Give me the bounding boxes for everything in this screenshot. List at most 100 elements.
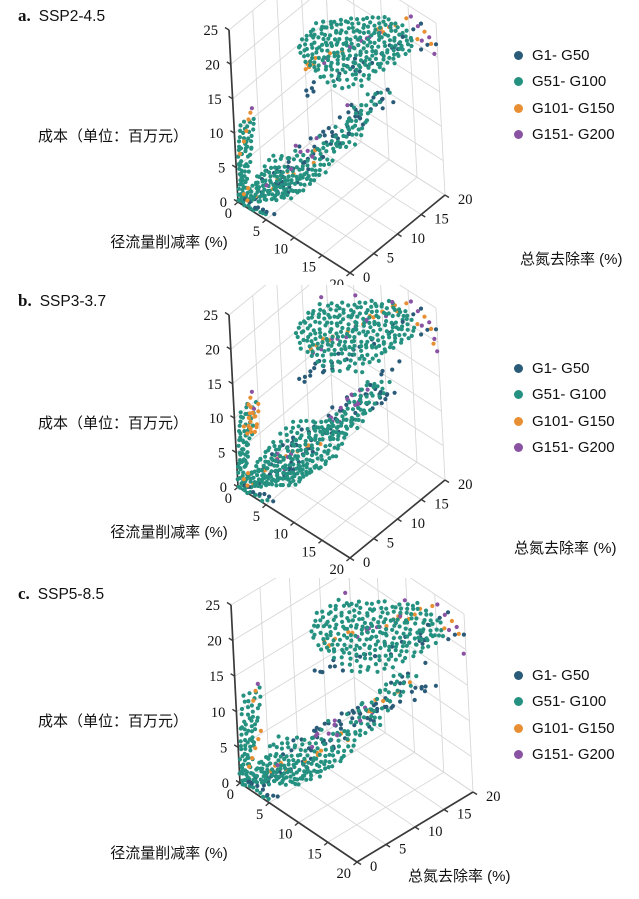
panel-title: b. SSP3-3.7	[18, 291, 106, 311]
legend: G1- G50 G51- G100 G101- G150 G151- G200	[514, 662, 615, 768]
svg-text:10: 10	[274, 242, 289, 258]
svg-text:5: 5	[399, 842, 406, 858]
svg-text:25: 25	[204, 23, 219, 39]
svg-text:0: 0	[220, 195, 227, 211]
svg-text:10: 10	[428, 824, 443, 840]
legend-item: G51- G100	[514, 382, 615, 409]
svg-text:5: 5	[387, 251, 394, 267]
legend-item: G151- G200	[514, 435, 615, 462]
svg-text:5: 5	[253, 509, 260, 525]
svg-text:10: 10	[209, 126, 224, 142]
svg-text:5: 5	[256, 807, 263, 823]
svg-text:10: 10	[274, 527, 289, 543]
panel-title: c. SSP5-8.5	[18, 584, 104, 604]
scatter-points	[237, 590, 466, 801]
svg-text:20: 20	[458, 192, 473, 208]
svg-text:15: 15	[209, 669, 224, 685]
svg-text:5: 5	[218, 161, 225, 177]
svg-text:0: 0	[227, 787, 234, 803]
legend-marker-g51-g100	[514, 390, 523, 400]
svg-text:15: 15	[434, 212, 449, 228]
legend-marker-g101-g150	[514, 103, 523, 113]
legend-item: G1- G50	[514, 42, 615, 69]
svg-text:10: 10	[209, 411, 224, 427]
svg-text:15: 15	[207, 92, 222, 108]
x-axis-label: 径流量削减率 (%)	[110, 234, 228, 251]
legend-marker-g51-g100	[514, 77, 523, 87]
legend-label: G51- G100	[532, 693, 607, 711]
x-axis-label: 径流量削减率 (%)	[110, 845, 228, 862]
x-axis-label: 径流量削减率 (%)	[110, 524, 228, 541]
legend: G1- G50 G51- G100 G101- G150 G151- G200	[514, 42, 615, 148]
legend-label: G151- G200	[532, 439, 615, 457]
legend-label: G51- G100	[532, 386, 607, 404]
legend-label: G101- G150	[532, 719, 615, 737]
legend-item: G1- G50	[514, 355, 615, 382]
legend-label: G1- G50	[532, 666, 590, 684]
z-axis-label: 成本（单位：百万元）	[37, 415, 188, 432]
tick-labels: 0 5 10 15 20 25 0 5 10 15 20 0 5 10 15 20	[204, 23, 473, 285]
svg-text:0: 0	[370, 859, 377, 875]
svg-text:20: 20	[207, 634, 222, 650]
legend-label: G1- G50	[532, 46, 590, 64]
legend-label: G151- G200	[532, 126, 615, 144]
panel-ssp2-45: a. SSP2-4.5 成本（单位：百万元） 径流量削减率 (%) 总氮去除率 (…	[0, 0, 639, 285]
legend-item: G1- G50	[514, 662, 615, 689]
z-axis-label: 成本（单位：百万元）	[37, 128, 188, 145]
legend-label: G101- G150	[532, 99, 615, 117]
panel-letter: a.	[18, 6, 31, 25]
z-axis-label: 成本（单位：百万元）	[37, 713, 188, 730]
tick-labels: 0 5 10 15 20 25 0 5 10 15 20 0 5 10 15 20	[204, 308, 473, 578]
svg-text:5: 5	[220, 740, 227, 756]
legend-item: G151- G200	[514, 122, 615, 149]
scatter3d-plot-b: 0 5 10 15 20 25 0 5 10 15 20 0 5 10 15 20	[204, 285, 473, 578]
legend-item: G101- G150	[514, 95, 615, 122]
svg-text:15: 15	[457, 807, 472, 823]
legend-label: G151- G200	[532, 746, 615, 764]
svg-text:20: 20	[337, 866, 352, 882]
legend-marker-g1-g50	[514, 50, 523, 60]
tick-labels: 0 5 10 15 20 25 0 5 10 15 20 0 5 10 15 20	[206, 598, 501, 882]
svg-text:25: 25	[204, 308, 219, 324]
y-axis-label: 总氮去除率 (%)	[514, 540, 617, 557]
legend: G1- G50 G51- G100 G101- G150 G151- G200	[514, 355, 615, 461]
scatter-points	[235, 293, 440, 504]
legend-item: G101- G150	[514, 408, 615, 435]
svg-text:0: 0	[363, 555, 370, 571]
legend-item: G51- G100	[514, 689, 615, 716]
svg-text:15: 15	[307, 846, 322, 862]
scatter3d-plot-c: 0 5 10 15 20 25 0 5 10 15 20 0 5 10 15 20	[206, 578, 501, 882]
panel-scenario: SSP2-4.5	[38, 8, 106, 25]
panel-ssp3-37: b. SSP3-3.7 成本（单位：百万元） 径流量削减率 (%) 总氮去除率 (…	[0, 285, 639, 578]
svg-text:20: 20	[486, 789, 501, 805]
y-axis-label: 总氮去除率 (%)	[520, 251, 623, 268]
legend-label: G1- G50	[532, 359, 590, 377]
panel-letter: c.	[18, 584, 30, 603]
svg-text:0: 0	[363, 270, 370, 285]
legend-label: G101- G150	[532, 412, 615, 430]
svg-text:15: 15	[302, 259, 317, 275]
svg-text:10: 10	[278, 827, 293, 843]
legend-marker-g151-g200	[514, 443, 523, 453]
legend-item: G151- G200	[514, 742, 615, 769]
svg-text:15: 15	[207, 377, 222, 393]
svg-text:0: 0	[225, 491, 232, 507]
legend-marker-g101-g150	[514, 416, 523, 426]
svg-text:25: 25	[206, 598, 221, 614]
svg-text:15: 15	[434, 497, 449, 513]
scatter3d-plot-a: 0 5 10 15 20 25 0 5 10 15 20 0 5 10 15 20	[204, 0, 473, 285]
svg-text:20: 20	[205, 57, 220, 73]
legend-item: G101- G150	[514, 715, 615, 742]
svg-text:0: 0	[225, 206, 232, 222]
panel-scenario: SSP3-3.7	[39, 293, 107, 310]
svg-text:5: 5	[253, 224, 260, 240]
legend-marker-g51-g100	[514, 697, 523, 707]
panel-letter: b.	[18, 291, 32, 310]
svg-text:20: 20	[205, 342, 220, 358]
legend-item: G51- G100	[514, 69, 615, 96]
svg-text:15: 15	[302, 544, 317, 560]
svg-text:0: 0	[222, 776, 229, 792]
svg-text:5: 5	[218, 446, 225, 462]
y-axis-label: 总氮去除率 (%)	[408, 868, 511, 885]
svg-text:5: 5	[387, 536, 394, 552]
